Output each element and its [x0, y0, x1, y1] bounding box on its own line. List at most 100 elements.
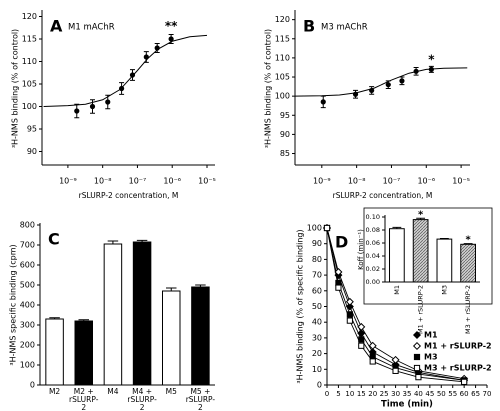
- y-tick-label: 0: [317, 381, 322, 390]
- data-point: [385, 82, 391, 88]
- bar: [45, 318, 64, 386]
- bar: [460, 243, 476, 283]
- y-axis-label: ³H-NMS specific binding (cpm): [9, 244, 18, 365]
- y-tick-label: 105: [275, 73, 290, 82]
- y-tick-label: 90: [312, 239, 322, 248]
- x-tick-label: 35: [403, 390, 412, 398]
- x-tick-label: M1: [393, 285, 401, 295]
- data-point: [399, 78, 405, 84]
- x-tick-label: 10⁻⁵: [198, 177, 216, 186]
- y-tick-label: 300: [20, 321, 35, 330]
- data-point: [415, 374, 422, 381]
- panel-title: M3 mAChR: [321, 23, 368, 33]
- y-tick-label: 0.02: [366, 265, 380, 273]
- y-tick-label: 20: [312, 349, 322, 358]
- x-tick-label: 10⁻⁵: [452, 177, 470, 186]
- x-tick-label: M3: [440, 285, 448, 295]
- y-tick-label: 80: [312, 255, 322, 264]
- series-line: [326, 227, 465, 383]
- data-point: [358, 336, 365, 343]
- y-tick-label: 115: [22, 35, 37, 44]
- x-tick-label-box: M5: [166, 388, 177, 396]
- x-tick-label-box: M4: [107, 388, 118, 396]
- y-tick-label: 100: [20, 361, 35, 370]
- x-tick-label: 40: [414, 390, 423, 398]
- y-tick-label: 30: [312, 333, 322, 342]
- data-point: [320, 99, 326, 105]
- data-point: [334, 267, 343, 276]
- y-tick-label: 100: [307, 224, 322, 233]
- x-tick-label: 10⁻⁶: [163, 177, 181, 186]
- x-tick-label-box: M2 + rSLURP-2: [69, 388, 98, 410]
- data-point: [118, 85, 125, 92]
- legend-label: M1 + rSLURP-2: [424, 342, 492, 351]
- data-point: [461, 378, 468, 385]
- data-point: [369, 87, 375, 94]
- legend-marker: [412, 341, 422, 351]
- y-tick-label: 700: [20, 241, 35, 250]
- legend-marker: [412, 330, 422, 340]
- bar: [74, 320, 93, 386]
- x-tick-label: 70: [483, 390, 492, 398]
- x-tick-label: 10: [345, 390, 354, 398]
- x-tick-label: M3 + rSLURP-2: [464, 285, 472, 334]
- y-tick-label: 85: [280, 149, 290, 158]
- data-point: [335, 284, 342, 291]
- bar: [103, 243, 123, 386]
- bar: [162, 290, 181, 386]
- fit-curve: [294, 67, 468, 97]
- y-tick-label: 95: [280, 111, 290, 120]
- panel-label: A: [50, 17, 63, 36]
- annotation: **: [165, 19, 178, 33]
- y-tick-label: 0: [30, 381, 35, 390]
- data-point: [129, 72, 136, 78]
- data-point: [74, 108, 80, 114]
- annotation: *: [428, 52, 435, 66]
- y-tick-label: 120: [275, 15, 290, 24]
- y-tick-label: 110: [22, 57, 37, 66]
- y-tick-label: 90: [27, 147, 37, 156]
- y-axis-label: ³H-NMS binding (% of control): [11, 29, 20, 148]
- x-tick-label: 10⁻⁷: [129, 177, 147, 186]
- y-tick-label: 10: [312, 365, 322, 374]
- x-tick-label: 10⁻⁹: [59, 177, 77, 186]
- x-tick-label: 65: [471, 390, 480, 398]
- x-tick-label: 50: [437, 390, 446, 398]
- data-point: [413, 68, 419, 74]
- data-point: [345, 302, 354, 311]
- data-point: [357, 322, 366, 331]
- fit-curve: [43, 34, 208, 107]
- y-tick-label: 115: [275, 34, 290, 43]
- x-tick-label: 5: [336, 390, 340, 398]
- x-tick-label: M4 + rSLURP-2: [127, 388, 157, 410]
- y-tick-label: 40: [312, 318, 322, 327]
- x-tick-label: 0: [325, 390, 329, 398]
- x-tick-label: 10⁻⁸: [94, 177, 112, 186]
- x-axis-label: Time (min): [381, 400, 433, 410]
- data-point: [369, 358, 376, 365]
- data-point: [105, 99, 111, 105]
- x-tick-label: 20: [368, 390, 377, 398]
- y-tick-label: 60: [312, 286, 322, 295]
- x-axis-label: rSLURP-2 concentration, M: [79, 191, 179, 200]
- y-tick-label: 600: [20, 261, 35, 270]
- data-point: [391, 355, 400, 364]
- data-point: [352, 91, 359, 97]
- annotation: *: [466, 235, 472, 246]
- x-tick-label-box: M4 + rSLURP-2: [127, 388, 157, 410]
- x-tick-label: 25: [380, 390, 389, 398]
- panel-label: C: [48, 230, 60, 249]
- data-point: [89, 103, 96, 110]
- bar: [436, 238, 453, 283]
- data-point: [346, 311, 353, 318]
- bar: [191, 286, 210, 386]
- panel-title: M1 mAChR: [68, 23, 115, 33]
- legend-marker: [413, 353, 421, 361]
- y-axis-label: Koff (min⁻¹): [357, 229, 365, 270]
- bar: [132, 241, 152, 386]
- panel-label: B: [303, 17, 315, 36]
- y-tick-label: 105: [22, 80, 37, 89]
- bar: [412, 219, 429, 283]
- data-point: [358, 342, 365, 349]
